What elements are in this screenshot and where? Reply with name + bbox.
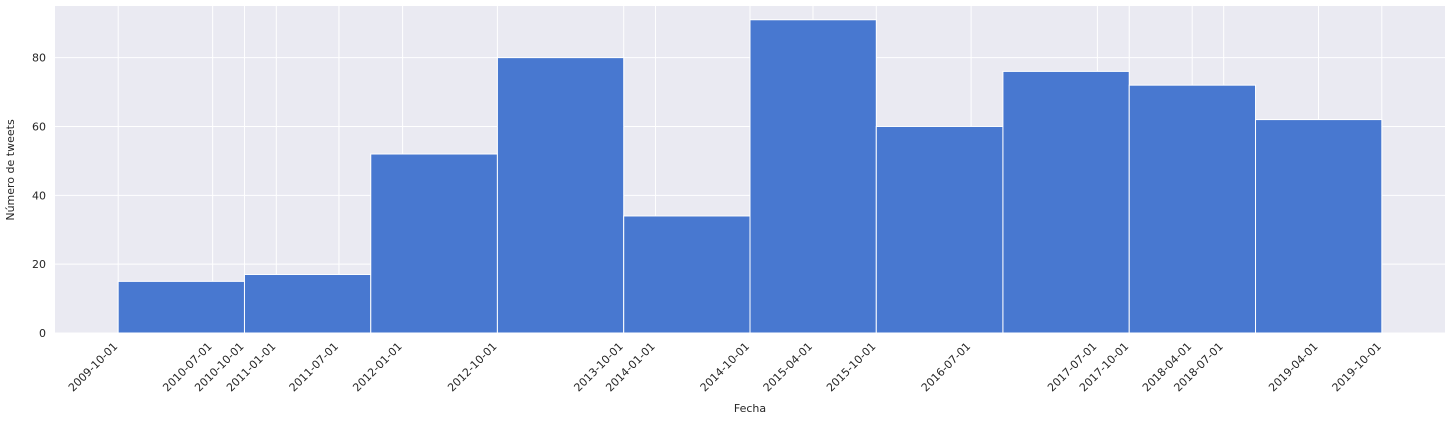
histogram-bar: [749, 19, 877, 334]
x-tick-label: 2016-07-01: [919, 340, 973, 394]
x-axis-label: Fecha: [734, 402, 766, 415]
histogram-bar: [1128, 84, 1257, 334]
x-axis-ticks: 2009-10-01 2010-07-012010-10-012011-01-01…: [66, 340, 1384, 394]
histogram-bar: [1002, 70, 1130, 334]
histogram-bar: [623, 215, 751, 334]
x-tick-label: 2015-10-01: [824, 340, 878, 394]
x-tick-label: 2011-07-01: [287, 340, 341, 394]
y-axis-label: Número de tweets: [4, 119, 17, 221]
x-tick-label: 2014-10-01: [698, 340, 752, 394]
histogram-bar: [243, 273, 372, 334]
x-tick-label: 2019-04-01: [1266, 340, 1320, 394]
y-tick-label: 40: [32, 189, 46, 202]
x-tick-label: 2009-10-01: [66, 340, 120, 394]
x-tick-label: 2012-10-01: [445, 340, 499, 394]
histogram-bar: [496, 57, 625, 334]
x-tick-label: 2015-04-01: [761, 340, 815, 394]
y-tick-label: 60: [32, 120, 46, 133]
histogram-bar: [117, 280, 245, 334]
x-tick-label: 2012-01-01: [350, 340, 404, 394]
x-tick-label: 2019-10-01: [1330, 340, 1384, 394]
y-tick-label: 20: [32, 258, 46, 271]
y-axis-ticks: 0 20 40 60 80: [32, 52, 46, 340]
y-tick-label: 0: [39, 327, 46, 340]
bars: [117, 19, 1383, 334]
y-tick-label: 80: [32, 52, 46, 65]
histogram-bar: [875, 125, 1004, 334]
histogram-bar: [1255, 119, 1383, 334]
histogram-bar: [370, 153, 498, 334]
